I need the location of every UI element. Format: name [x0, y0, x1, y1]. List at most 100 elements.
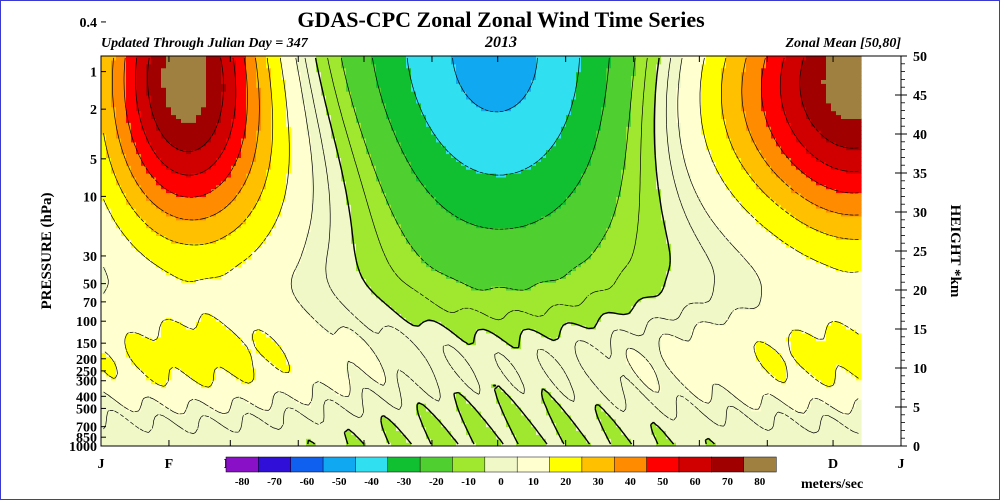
- wind-cell: [246, 263, 252, 268]
- wind-cell: [211, 302, 217, 307]
- wind-cell: [166, 76, 172, 81]
- wind-cell: [296, 95, 302, 100]
- wind-cell: [121, 204, 127, 209]
- wind-cell: [251, 391, 257, 396]
- wind-cell: [216, 60, 222, 65]
- wind-cell: [216, 189, 222, 194]
- wind-cell: [146, 247, 152, 252]
- wind-cell: [316, 181, 322, 186]
- wind-cell: [121, 298, 127, 303]
- wind-cell: [126, 423, 132, 428]
- wind-cell: [186, 282, 192, 287]
- wind-cell: [171, 228, 177, 233]
- wind-cell: [221, 282, 227, 287]
- wind-cell: [246, 126, 252, 131]
- wind-cell: [281, 329, 287, 334]
- wind-cell: [151, 376, 157, 381]
- wind-cell: [331, 196, 337, 201]
- wind-cell: [186, 235, 192, 240]
- wind-cell: [101, 333, 107, 338]
- wind-cell: [201, 434, 207, 439]
- wind-cell: [291, 313, 297, 318]
- wind-cell: [176, 196, 182, 201]
- wind-cell: [181, 68, 187, 73]
- wind-cell: [206, 345, 212, 350]
- wind-cell: [151, 290, 157, 295]
- wind-cell: [121, 329, 127, 334]
- wind-cell: [226, 419, 232, 424]
- wind-cell: [331, 185, 337, 190]
- wind-cell: [191, 91, 197, 96]
- wind-cell: [151, 173, 157, 178]
- wind-cell: [231, 130, 237, 135]
- wind-cell: [156, 302, 162, 307]
- wind-cell: [191, 368, 197, 373]
- wind-cell: [261, 399, 267, 404]
- wind-cell: [126, 411, 132, 416]
- wind-cell: [306, 173, 312, 178]
- wind-cell: [166, 91, 172, 96]
- wind-cell: [231, 154, 237, 159]
- wind-cell: [286, 146, 292, 151]
- wind-cell: [161, 255, 167, 260]
- wind-cell: [151, 391, 157, 396]
- wind-cell: [216, 337, 222, 342]
- wind-cell: [191, 87, 197, 92]
- wind-cell: [141, 349, 147, 354]
- wind-cell: [176, 384, 182, 389]
- wind-cell: [126, 372, 132, 377]
- wind-cell: [286, 220, 292, 225]
- wind-cell: [231, 224, 237, 229]
- wind-cell: [246, 337, 252, 342]
- wind-cell: [111, 403, 117, 408]
- wind-cell: [206, 126, 212, 131]
- wind-cell: [261, 232, 267, 237]
- wind-cell: [186, 243, 192, 248]
- wind-cell: [111, 310, 117, 315]
- wind-cell: [161, 157, 167, 162]
- wind-cell: [276, 263, 282, 268]
- wind-cell: [311, 193, 317, 198]
- wind-cell: [161, 411, 167, 416]
- wind-cell: [161, 282, 167, 287]
- wind-cell: [186, 259, 192, 264]
- wind-cell: [146, 64, 152, 69]
- wind-cell: [281, 263, 287, 268]
- wind-cell: [101, 407, 107, 412]
- wind-cell: [141, 306, 147, 311]
- wind-cell: [311, 267, 317, 272]
- wind-cell: [331, 364, 337, 369]
- wind-cell: [301, 271, 307, 276]
- wind-cell: [296, 177, 302, 182]
- wind-cell: [101, 434, 107, 439]
- wind-cell: [286, 91, 292, 96]
- wind-cell: [176, 204, 182, 209]
- wind-cell: [136, 388, 142, 393]
- wind-cell: [281, 376, 287, 381]
- wind-cell: [281, 126, 287, 131]
- wind-cell: [261, 337, 267, 342]
- wind-cell: [286, 255, 292, 260]
- wind-cell: [296, 228, 302, 233]
- wind-cell: [166, 411, 172, 416]
- wind-cell: [311, 345, 317, 350]
- wind-cell: [296, 212, 302, 217]
- wind-cell: [261, 224, 267, 229]
- wind-cell: [181, 126, 187, 131]
- wind-cell: [221, 56, 227, 61]
- wind-cell: [281, 345, 287, 350]
- wind-cell: [316, 302, 322, 307]
- wind-cell: [246, 200, 252, 205]
- wind-cell: [201, 298, 207, 303]
- wind-cell: [166, 95, 172, 100]
- wind-cell: [276, 79, 282, 84]
- wind-cell: [291, 68, 297, 73]
- wind-cell: [241, 333, 247, 338]
- wind-cell: [111, 87, 117, 92]
- wind-cell: [156, 251, 162, 256]
- wind-cell: [166, 126, 172, 131]
- wind-cell: [236, 415, 242, 420]
- wind-cell: [266, 317, 272, 322]
- wind-cell: [321, 79, 327, 84]
- wind-cell: [216, 216, 222, 221]
